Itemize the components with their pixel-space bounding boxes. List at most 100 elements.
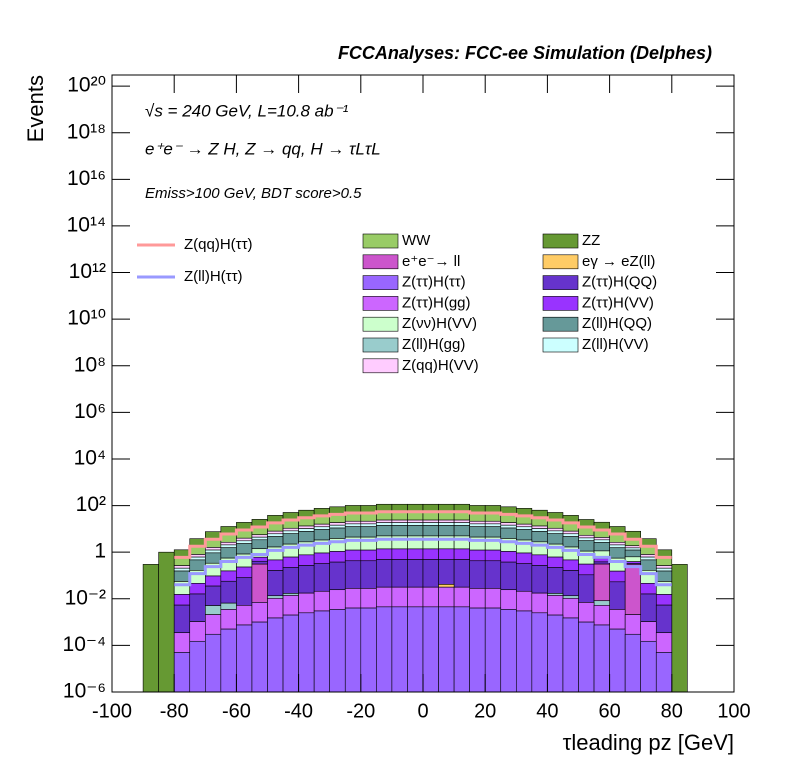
bar	[671, 564, 688, 693]
x-tick-label: 40	[536, 700, 558, 722]
bar	[251, 536, 268, 541]
bar	[640, 559, 657, 571]
bar	[655, 565, 673, 569]
bar	[329, 514, 346, 523]
bar	[360, 523, 377, 527]
bar	[220, 544, 237, 549]
bar	[453, 586, 470, 608]
x-tick-label: -40	[284, 700, 313, 722]
bar	[453, 559, 470, 588]
bar	[391, 519, 408, 523]
bar	[376, 522, 393, 526]
bar	[376, 525, 393, 537]
bar	[562, 530, 579, 535]
bar	[500, 514, 517, 523]
bar	[391, 548, 408, 560]
bar	[173, 652, 191, 693]
bar	[484, 523, 502, 527]
bar	[189, 559, 206, 571]
bar	[267, 533, 284, 537]
bar	[484, 520, 502, 525]
bar	[640, 556, 657, 561]
legend-swatch	[542, 275, 579, 290]
bar	[609, 542, 626, 546]
bar	[251, 556, 268, 562]
bar	[453, 522, 470, 526]
y-tick-label: 10⁸	[74, 353, 106, 376]
bar	[407, 512, 424, 521]
bar	[438, 519, 455, 523]
bar	[609, 609, 626, 630]
bar	[220, 570, 237, 582]
bar	[205, 539, 222, 548]
bar	[407, 606, 424, 693]
bar	[609, 628, 626, 693]
bar	[500, 589, 517, 610]
bar	[593, 563, 610, 602]
bar	[593, 600, 610, 606]
y-tick-label: 10²⁰	[67, 74, 106, 97]
y-tick-label: 10¹⁴	[67, 213, 106, 236]
bar	[484, 607, 502, 693]
x-axis-label: τleading pz [GeV]	[563, 730, 734, 755]
bar	[313, 526, 330, 530]
x-tick-label: 100	[717, 700, 750, 722]
bar	[624, 633, 642, 693]
bar	[609, 544, 626, 549]
bar	[267, 536, 284, 548]
bar	[220, 628, 237, 693]
bar	[515, 590, 533, 612]
legend-label: Z(ll)H(ττ)	[184, 268, 243, 285]
y-tick-label: 1	[94, 540, 106, 563]
bar	[562, 570, 579, 597]
bar	[422, 606, 439, 693]
legend-label: WW	[402, 232, 431, 249]
bar	[422, 548, 439, 560]
bar	[344, 588, 362, 609]
bar	[531, 554, 548, 566]
bar	[313, 590, 330, 612]
bar	[515, 610, 533, 693]
bar	[298, 531, 315, 543]
y-tick-label: 10⁻²	[65, 586, 106, 609]
bar	[189, 593, 206, 622]
bar	[189, 621, 206, 642]
bar	[173, 570, 191, 582]
bar	[500, 524, 517, 529]
bar	[422, 522, 439, 526]
bar	[313, 529, 330, 541]
bar	[469, 520, 486, 525]
bar	[500, 551, 517, 563]
bar	[376, 519, 393, 523]
legend-swatch	[542, 316, 579, 332]
bar	[236, 605, 253, 626]
bar	[344, 549, 362, 562]
bar	[547, 614, 564, 693]
legend-swatch	[362, 296, 399, 311]
bar	[531, 528, 548, 532]
legend-label: Z(νν)H(VV)	[402, 315, 477, 332]
bar	[360, 560, 377, 589]
bar	[593, 558, 610, 563]
bar	[469, 526, 486, 538]
bar	[640, 554, 657, 558]
bar	[313, 563, 330, 592]
bar	[189, 554, 206, 558]
bar	[205, 549, 222, 554]
bar	[267, 595, 284, 599]
bar	[422, 586, 439, 608]
bar	[609, 581, 626, 610]
bar	[484, 560, 502, 589]
bar	[640, 621, 657, 642]
bar	[298, 612, 315, 693]
bar	[329, 551, 346, 563]
bar	[313, 516, 330, 525]
bar	[173, 567, 191, 572]
bar	[236, 577, 253, 606]
bar	[500, 609, 517, 693]
bar	[220, 602, 237, 610]
bar	[547, 595, 564, 616]
bar	[173, 557, 191, 566]
bar	[453, 548, 470, 560]
